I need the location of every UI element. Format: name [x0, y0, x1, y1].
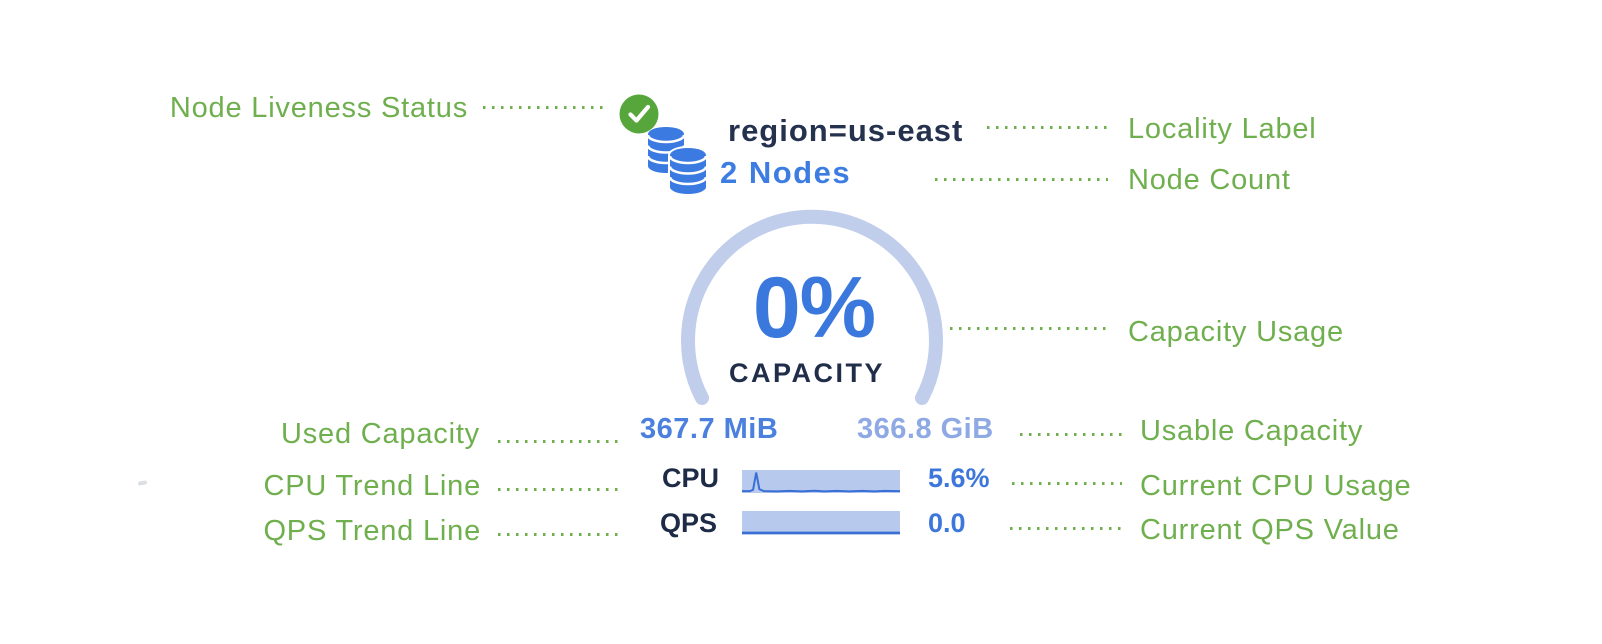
leader-usable-capacity [1020, 433, 1122, 436]
annotation-usable-capacity: Usable Capacity [1140, 415, 1364, 447]
annotation-node-count: Node Count [1128, 164, 1291, 196]
cpu-trend-line [742, 473, 900, 492]
leader-locality [987, 126, 1108, 129]
leader-capacity-usage [950, 327, 1108, 330]
leader-used-capacity [498, 440, 618, 443]
used-capacity-value: 367.7 MiB [640, 413, 779, 445]
annotation-current-cpu-usage: Current CPU Usage [1140, 470, 1412, 502]
capacity-gauge-arc [681, 209, 943, 405]
qps-current-value: 0.0 [928, 508, 966, 538]
leader-cpu-trend [498, 488, 618, 491]
leader-node-liveness [483, 106, 608, 109]
locality-label: region=us-east [728, 113, 964, 148]
cpu-label: CPU [662, 463, 720, 493]
qps-label: QPS [660, 508, 718, 538]
cpu-trend-sparkline [742, 470, 900, 493]
usable-capacity-value: 366.8 GiB [857, 413, 994, 445]
leader-node-count [935, 178, 1108, 181]
annotation-locality-label: Locality Label [1128, 113, 1317, 145]
capacity-usage-percent: 0% [752, 260, 876, 356]
leader-qps-trend [498, 533, 618, 536]
check-circle-icon [619, 94, 659, 134]
capacity-caption: CAPACITY [728, 358, 886, 388]
nodes-icon-box [646, 126, 708, 196]
annotation-current-qps-value: Current QPS Value [1140, 514, 1400, 546]
cpu-current-value: 5.6% [928, 463, 990, 493]
database-stack-icon [646, 127, 708, 196]
annotation-qps-trend-line: QPS Trend Line [263, 515, 481, 547]
stray-mark [137, 480, 148, 486]
annotation-cpu-trend-line: CPU Trend Line [263, 470, 481, 502]
annotation-capacity-usage: Capacity Usage [1128, 316, 1344, 348]
leader-current-cpu [1012, 482, 1122, 485]
annotation-used-capacity: Used Capacity [281, 418, 480, 450]
db-front-stack [668, 146, 708, 196]
annotation-node-liveness-status: Node Liveness Status [169, 92, 468, 124]
qps-trend-sparkline [742, 511, 900, 535]
node-count: 2 Nodes [720, 155, 852, 190]
leader-current-qps [1010, 527, 1122, 530]
node-liveness-indicator [619, 94, 659, 134]
